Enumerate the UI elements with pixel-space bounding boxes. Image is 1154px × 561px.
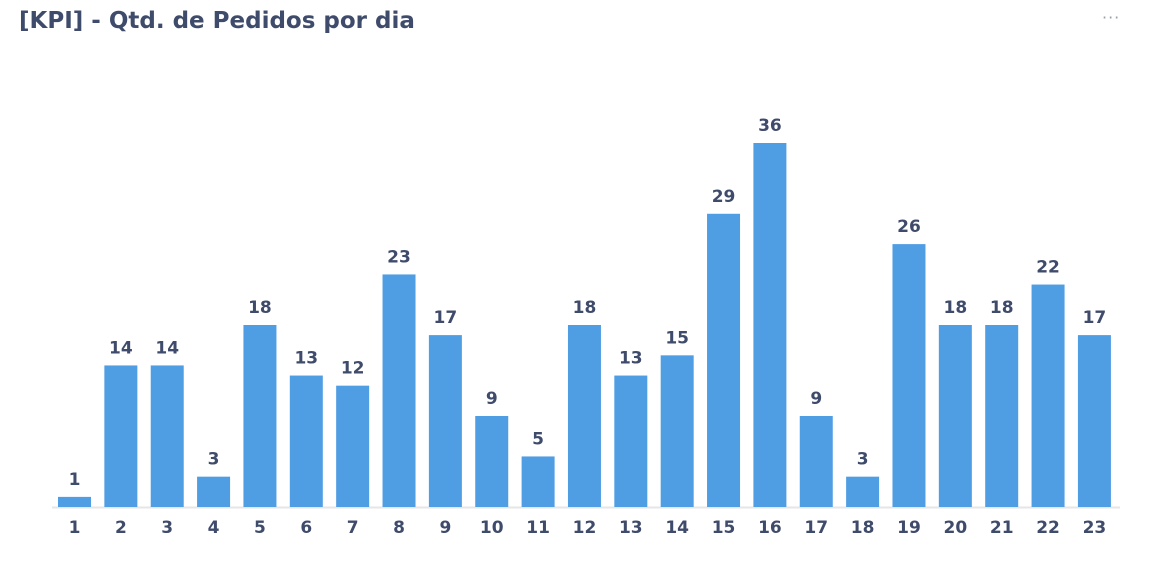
data-label: 36 [758,116,782,136]
data-label: 29 [712,187,736,207]
data-label: 1 [69,470,81,490]
bar[interactable] [985,325,1019,507]
x-tick-label: 6 [300,518,312,538]
x-tick-label: 10 [480,518,504,538]
x-tick-label: 3 [161,518,173,538]
bar[interactable] [567,325,601,507]
bar[interactable] [336,385,370,507]
bar[interactable] [289,375,323,507]
x-tick-label: 23 [1083,518,1107,538]
bar[interactable] [150,365,184,507]
data-label: 18 [944,298,968,318]
data-label: 14 [109,338,133,358]
data-label: 26 [897,217,921,237]
x-tick-label: 22 [1036,518,1060,538]
x-tick-label: 7 [347,518,359,538]
bar[interactable] [197,476,231,507]
data-label: 13 [294,349,318,369]
x-tick-label: 11 [526,518,550,538]
bar[interactable] [938,325,972,507]
x-tick-label: 2 [115,518,127,538]
data-label: 17 [1083,308,1107,328]
x-tick-label: 16 [758,518,782,538]
bar[interactable] [58,496,91,507]
data-label: 5 [532,429,544,449]
bar[interactable] [382,274,416,507]
bar[interactable] [892,244,926,507]
data-label: 9 [486,389,498,409]
bar[interactable] [243,325,277,507]
data-label: 15 [665,328,689,348]
x-tick-label: 13 [619,518,643,538]
x-tick-label: 12 [573,518,597,538]
x-tick-label: 17 [804,518,828,538]
data-label: 9 [810,389,822,409]
data-label: 12 [341,359,365,379]
bar[interactable] [707,213,741,507]
bar[interactable] [614,375,648,507]
data-label: 3 [857,450,869,470]
more-options-icon[interactable]: ··· [1102,8,1121,27]
bar[interactable] [846,476,880,507]
bar[interactable] [1077,335,1111,507]
data-label: 14 [155,338,179,358]
data-label: 23 [387,247,411,267]
bar[interactable] [428,335,462,507]
x-tick-label: 14 [665,518,689,538]
data-label: 17 [434,308,458,328]
bar[interactable] [799,416,833,507]
bar[interactable] [475,416,509,507]
x-tick-label: 4 [208,518,220,538]
x-tick-label: 20 [944,518,968,538]
data-label: 3 [208,450,220,470]
data-label: 13 [619,349,643,369]
x-tick-label: 5 [254,518,266,538]
x-tick-label: 21 [990,518,1014,538]
bar[interactable] [753,143,787,507]
x-tick-label: 8 [393,518,405,538]
bar[interactable] [104,365,138,507]
bar[interactable] [521,456,555,507]
x-tick-label: 18 [851,518,875,538]
x-tick-label: 19 [897,518,921,538]
x-tick-label: 15 [712,518,736,538]
x-tick-label: 1 [69,518,81,538]
bar[interactable] [660,355,694,507]
data-label: 18 [248,298,272,318]
x-tick-label: 9 [439,518,451,538]
data-label: 18 [573,298,597,318]
data-label: 22 [1036,258,1060,278]
chart-title: [KPI] - Qtd. de Pedidos por dia [19,8,415,34]
bar[interactable] [1031,284,1065,507]
data-label: 18 [990,298,1014,318]
